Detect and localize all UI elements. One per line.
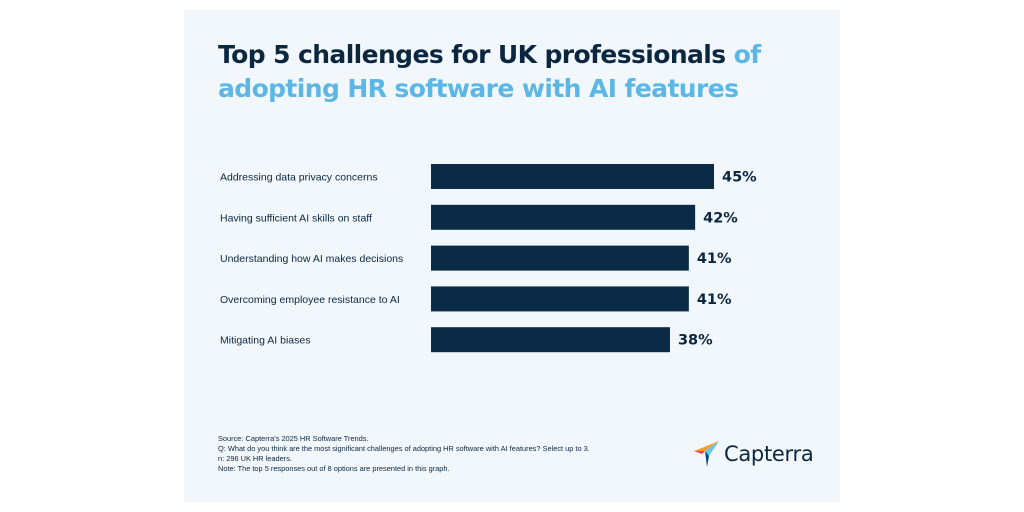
chart-card: Top 5 challenges for UK professionals of… — [184, 10, 840, 502]
chart-title: Top 5 challenges for UK professionals of… — [218, 38, 818, 106]
value-label: 38% — [678, 333, 713, 349]
category-label: Understanding how AI makes decisions — [220, 253, 403, 265]
title-part-dark: Top 5 challenges for UK professionals — [218, 40, 726, 69]
footnote-question: Q: What do you think are the most signif… — [218, 444, 590, 453]
footnote-source: Source: Capterra's 2025 HR Software Tren… — [218, 434, 369, 443]
category-label: Addressing data privacy concerns — [220, 172, 378, 184]
bar — [431, 204, 696, 230]
capterra-logo-text: Capterra — [724, 442, 814, 466]
value-label: 45% — [722, 170, 757, 186]
footnotes: Source: Capterra's 2025 HR Software Tren… — [218, 434, 590, 474]
bar-chart: Addressing data privacy concerns 45% Havin… — [220, 164, 757, 353]
bar — [431, 327, 670, 353]
title-part-light: of adopting HR software with AI features — [218, 40, 761, 103]
value-label: 41% — [697, 251, 732, 267]
capterra-arrow-icon — [694, 441, 719, 467]
bar — [431, 245, 689, 271]
bar — [431, 164, 714, 189]
bar — [431, 286, 689, 312]
category-label: Mitigating AI biases — [220, 335, 310, 347]
category-label: Overcoming employee resistance to AI — [220, 294, 400, 306]
footnote-note: Note: The top 5 responses out of 8 optio… — [218, 464, 450, 473]
value-label: 42% — [703, 210, 738, 226]
footnote-n: n: 296 UK HR leaders. — [218, 454, 292, 463]
capterra-logo: Capterra — [694, 440, 814, 468]
category-label: Having sufficient AI skills on staff — [220, 212, 372, 224]
value-label: 41% — [697, 292, 732, 308]
